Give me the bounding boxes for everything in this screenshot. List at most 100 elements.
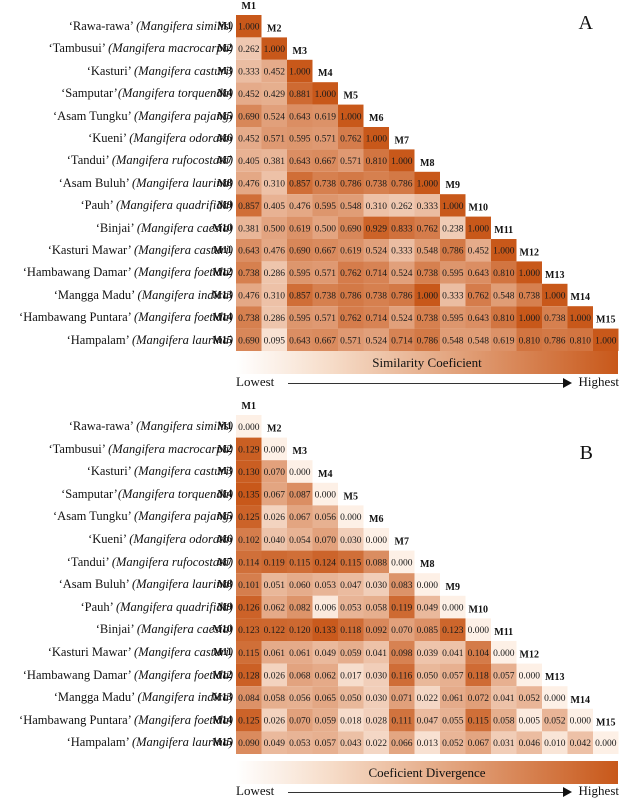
cell-value: 1.000 xyxy=(442,202,464,212)
cell-value: 0.070 xyxy=(289,717,311,727)
heatmap-cell xyxy=(440,328,466,351)
heatmap-cell xyxy=(440,708,466,732)
cell-value: 0.053 xyxy=(340,604,362,614)
column-label: M10 xyxy=(469,604,488,615)
row-label: ‘Tambusui’ (Mangifera macrocarpa) xyxy=(48,41,233,56)
heatmap-cell xyxy=(287,708,313,732)
heatmap-cell xyxy=(236,663,262,687)
row-label-species: (Mangifera quadrifida) xyxy=(115,599,233,614)
cell-value: 0.041 xyxy=(442,649,464,659)
heatmap-cell xyxy=(312,171,338,195)
row-label: ‘Kasturi Mawar’ (Mangifera casturi) xyxy=(48,243,233,258)
cell-value: 0.130 xyxy=(238,468,260,478)
heatmap-cell xyxy=(338,328,364,351)
row-label: ‘Rawa-rawa’ (Mangifera similis) xyxy=(69,419,233,434)
cell-value: 0.286 xyxy=(264,314,286,324)
cell-value: 0.129 xyxy=(238,445,260,455)
cell-value: 0.786 xyxy=(340,180,362,190)
panel-label: B xyxy=(579,442,593,464)
row-label-common-name: ‘Kasturi’ xyxy=(86,63,135,78)
heatmap-cell xyxy=(312,239,338,262)
column-label: M9 xyxy=(446,582,460,593)
cell-value: 0.047 xyxy=(340,581,362,591)
heatmap-cell xyxy=(312,82,338,105)
column-label: M13 xyxy=(545,270,564,281)
heatmap-cell xyxy=(287,239,313,262)
row-label-species: (Mangifera macrocarpa) xyxy=(108,441,233,456)
heatmap-cell xyxy=(414,239,440,262)
cell-value: 0.381 xyxy=(264,157,286,167)
cell-value: 0.122 xyxy=(264,626,286,636)
heatmap-cell xyxy=(312,663,338,687)
row-label-species: (Mangifera quadrifida) xyxy=(115,198,233,213)
row-label-species: (Mangifera foetida) xyxy=(134,712,233,727)
row-label: ‘Hambawang Puntara’ (Mangifera foetida) xyxy=(19,713,233,728)
cell-value: 0.810 xyxy=(519,336,541,346)
cell-value: 0.051 xyxy=(264,581,286,591)
heatmap-cell xyxy=(236,415,262,438)
cell-value: 0.098 xyxy=(391,649,413,659)
heatmap-cell xyxy=(236,328,262,351)
cell-value: 0.310 xyxy=(366,202,388,212)
heatmap-cell xyxy=(287,328,313,351)
row-code: M8 xyxy=(217,579,232,591)
legend-arrow-icon xyxy=(288,378,572,388)
heatmap-cell xyxy=(491,641,517,664)
cell-value: 0.039 xyxy=(417,649,439,659)
heatmap-cell xyxy=(465,731,491,754)
heatmap-cell xyxy=(567,708,593,732)
heatmap-cell xyxy=(236,171,262,195)
heatmap-cell xyxy=(236,550,262,574)
row-label-species: (Mangifera laurina) xyxy=(131,735,233,750)
heatmap-cell xyxy=(389,618,415,641)
heatmap-cell xyxy=(440,239,466,262)
cell-value: 0.030 xyxy=(366,694,388,704)
cell-value: 0.030 xyxy=(366,671,388,681)
row-label-common-name: ‘Asam Tungku’ xyxy=(53,509,135,524)
cell-value: 0.052 xyxy=(544,717,566,727)
heatmap-cell xyxy=(236,104,262,127)
cell-value: 0.115 xyxy=(340,558,361,568)
heatmap-cell xyxy=(236,283,262,307)
cell-value: 0.238 xyxy=(442,224,464,234)
row-label-common-name: ‘Hambawang Puntara’ xyxy=(19,310,135,325)
row-label: ‘Pauh’ (Mangifera quadrifida) xyxy=(80,600,233,615)
heatmap-cell xyxy=(542,283,568,307)
cell-value: 0.548 xyxy=(468,336,490,346)
heatmap-cell xyxy=(491,663,517,687)
row-label-species: (Mangifera caesia) xyxy=(136,622,233,637)
heatmap-cell xyxy=(414,686,440,709)
row-code: M1 xyxy=(217,21,232,32)
row-label: ‘Binjai’ (Mangifera caesia) xyxy=(96,221,233,236)
heatmap-cell xyxy=(542,731,568,754)
column-label: M7 xyxy=(395,537,409,548)
cell-value: 0.104 xyxy=(468,649,490,659)
heatmap-cell xyxy=(236,573,262,596)
heatmap-cell xyxy=(312,641,338,664)
heatmap-cell xyxy=(389,708,415,732)
cell-value: 0.017 xyxy=(340,671,362,681)
legend-low-label: Lowest xyxy=(236,374,275,389)
heatmap-cell xyxy=(261,528,287,551)
row-label: ‘Hambawang Damar’ (Mangifera foetida) xyxy=(23,265,233,280)
cell-value: 0.571 xyxy=(315,269,337,279)
heatmap-cell xyxy=(363,261,389,284)
row-code: M5 xyxy=(217,511,232,523)
heatmap-cell xyxy=(516,731,542,754)
cell-value: 0.082 xyxy=(289,604,311,614)
cell-value: 0.049 xyxy=(264,739,286,749)
cell-value: 0.786 xyxy=(391,180,413,190)
row-code: M15 xyxy=(212,334,232,346)
row-label-common-name: ‘Samputar’ xyxy=(61,486,118,501)
row-label: ‘Samputar’(Mangifera torquenda) xyxy=(61,86,233,101)
heatmap-cell xyxy=(236,437,262,461)
row-label-common-name: ‘Binjai’ xyxy=(95,622,137,637)
heatmap-cell xyxy=(491,708,517,732)
row-label-common-name: ‘Tandui’ xyxy=(66,554,112,569)
heatmap-cell xyxy=(261,573,287,596)
cell-value: 0.042 xyxy=(570,739,592,749)
cell-value: 0.000 xyxy=(493,649,515,659)
heatmap-cell xyxy=(440,618,466,641)
heatmap-cell xyxy=(287,261,313,284)
heatmap-cell xyxy=(516,686,542,709)
